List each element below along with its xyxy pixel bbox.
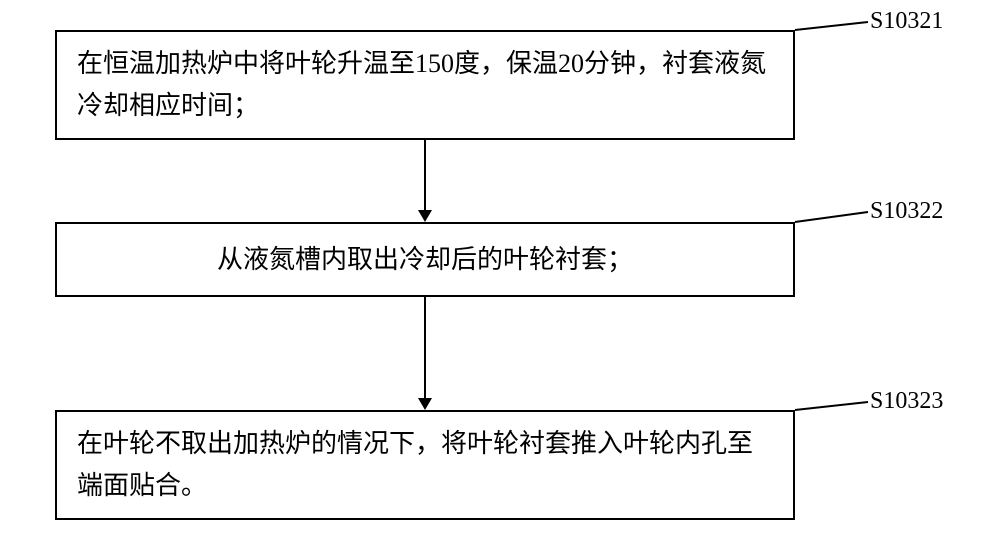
arrow-2-head [418, 398, 432, 410]
arrow-2-line [424, 297, 426, 400]
arrow-1-line [424, 140, 426, 212]
step-text-2: 从液氮槽内取出冷却后的叶轮衬套； [217, 239, 633, 281]
arrow-1-head [418, 210, 432, 222]
step-text-3: 在叶轮不取出加热炉的情况下，将叶轮衬套推入叶轮内孔至端面贴合。 [77, 423, 773, 506]
step-box-3: 在叶轮不取出加热炉的情况下，将叶轮衬套推入叶轮内孔至端面贴合。 [55, 410, 795, 520]
step-text-1: 在恒温加热炉中将叶轮升温至150度，保温20分钟，衬套液氮冷却相应时间； [77, 43, 773, 126]
step-label-3: S10323 [870, 388, 943, 415]
step-box-2: 从液氮槽内取出冷却后的叶轮衬套； [55, 222, 795, 297]
step-box-1: 在恒温加热炉中将叶轮升温至150度，保温20分钟，衬套液氮冷却相应时间； [55, 30, 795, 140]
step-label-1: S10321 [870, 8, 943, 35]
step-label-2: S10322 [870, 198, 943, 225]
